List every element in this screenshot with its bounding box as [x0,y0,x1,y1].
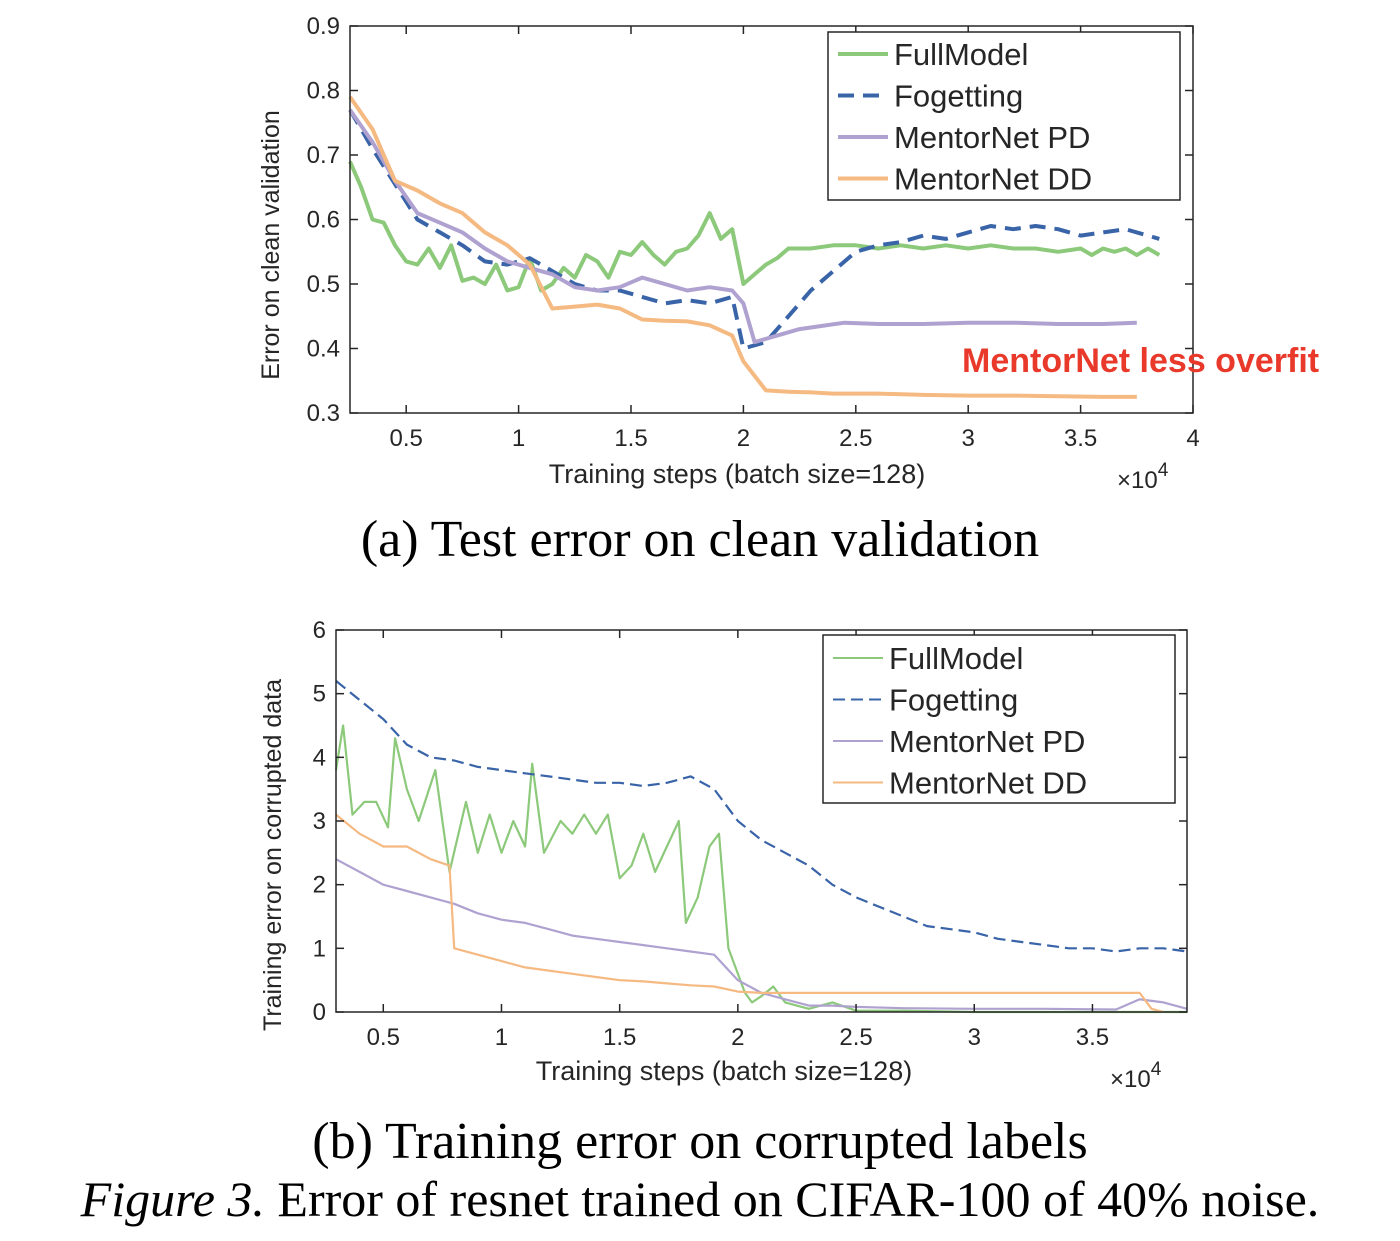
caption-b: (b) Training error on corrupted labels [312,1113,1088,1170]
chart-b-legend-box [822,634,1176,804]
chart-b-ytick-label: 3 [313,808,326,835]
chart-b-legend-label: MentorNet PD [889,724,1085,759]
chart-a-ytick-label: 0.5 [307,271,340,298]
chart-b-series-fogetting-line [335,680,1188,953]
chart-a-legend-label: FullModel [894,37,1028,72]
chart-b-ytick-label: 4 [313,744,326,771]
chart-a-legend-label: Fogetting [894,79,1023,114]
chart-b-xtick-label: 3.5 [1076,1024,1109,1051]
chart-a-legend-label: MentorNet PD [894,120,1090,155]
chart-a-xtick-label: 0.5 [390,425,423,452]
chart-b-xtick-label: 2.5 [839,1024,872,1051]
chart-a-ytick-label: 0.7 [307,142,340,169]
chart-a-xtick-label: 3 [962,425,975,452]
caption-a: (a) Test error on clean validation [360,511,1040,568]
chart-a-xlabel: Training steps (batch size=128) [549,459,925,489]
chart-b-legend-label: FullModel [889,641,1023,676]
chart-b-series-mentornet-dd-line [335,813,1164,1014]
chart-a-series-fogetting-line [348,108,1160,351]
chart-a-ytick-label: 0.8 [307,78,340,105]
chart-b-xtick-label: 3 [968,1024,981,1051]
chart-a-xtick-label: 1.5 [614,425,647,452]
chart-b-series-mentornet-pd-line [335,858,1188,1011]
chart-b-xtick-label: 1.5 [603,1024,636,1051]
chart-a-legend: FullModel Fogetting MentorNet PD MentorNet … [827,31,1181,201]
chart-a-xtick-label: 2 [737,425,750,452]
chart-a-ytick-label: 0.9 [307,13,340,40]
chart-b-xtick-label: 1 [495,1024,508,1051]
figure-caption: Figure 3. Error of resnet trained on CIF… [0,1170,1400,1228]
chart-b-ytick-label: 1 [313,935,326,962]
chart-b-legend-label: MentorNet DD [889,766,1087,801]
chart-a-series-fullmodel-line [348,160,1161,293]
chart-a-annotation: MentorNet less overfit [962,342,1319,380]
chart-b-series-fullmodel-line [334,724,1187,1014]
chart-a-xtick-label: 3.5 [1064,425,1097,452]
chart-b-ylabel: Training error on corrupted data [259,679,287,1031]
chart-a-x-multiplier: ×104 [1117,460,1169,494]
chart-b-xtick-label: 0.5 [367,1024,400,1051]
chart-b-x-multiplier: ×104 [1110,1059,1162,1093]
chart-b-ytick-label: 6 [313,617,326,644]
chart-b-legend-label: Fogetting [889,683,1018,718]
chart-a-ylabel: Error on clean validation [257,110,285,380]
chart-a-xtick-label: 1 [512,425,525,452]
chart-a-ytick-label: 0.3 [307,400,340,427]
chart-b-x-multiplier-base: ×10 [1110,1066,1151,1093]
figure-label: Figure 3. [80,1171,265,1227]
chart-b-ytick-label: 2 [313,872,326,899]
chart-b-ytick-label: 0 [313,999,326,1026]
chart-a-xtick-label: 2.5 [839,425,872,452]
chart-a-series-mentornet-pd-line [348,108,1137,345]
chart-b-ytick-label: 5 [313,681,326,708]
chart-b-xlabel: Training steps (batch size=128) [536,1056,912,1086]
chart-a-legend-box [827,31,1181,201]
chart-b-xtick-label: 2 [731,1024,744,1051]
chart-b-x-multiplier-exp: 4 [1151,1059,1162,1080]
chart-b-legend: FullModel Fogetting MentorNet PD MentorNet … [822,634,1176,804]
chart-a-ytick-label: 0.4 [307,336,340,363]
figure-caption-text: Error of resnet trained on CIFAR-100 of … [264,1171,1320,1227]
chart-a-x-multiplier-exp: 4 [1158,460,1169,481]
chart-a-legend-label: MentorNet DD [894,162,1092,197]
chart-a-series-mentornet-dd-line [348,95,1137,399]
chart-b-training-error: 0.5 1 1.5 2 2.5 3 3.5 0 1 2 3 4 5 6 FullModel Fogetting… [259,617,1188,1093]
chart-a-test-error: 0.5 1 1.5 2 2.5 3 3.5 4 0.3 0.4 0.5 0.6 0.7 0.8 0.9 Ful… [257,13,1319,494]
chart-a-xtick-label: 4 [1186,425,1199,452]
chart-a-x-multiplier-base: ×10 [1117,467,1158,494]
chart-a-ytick-label: 0.6 [307,207,340,234]
